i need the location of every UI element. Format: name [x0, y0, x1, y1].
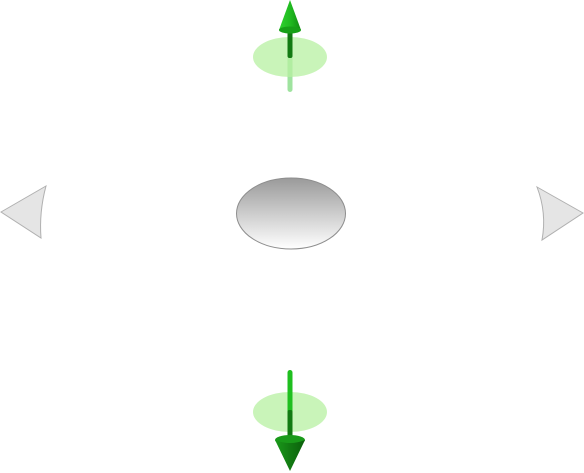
center-knob	[236, 177, 346, 250]
up-cone-base	[279, 26, 301, 34]
arrow-down-icon[interactable]	[253, 370, 327, 471]
down-shaft-dark	[287, 410, 293, 440]
left-triangle	[0, 184, 47, 239]
arrow-up-icon[interactable]	[253, 0, 327, 92]
down-cone	[275, 440, 305, 471]
up-cone	[279, 0, 301, 34]
center-knob-icon[interactable]	[236, 177, 346, 250]
up-shaft	[287, 30, 293, 58]
right-triangle	[536, 185, 584, 242]
arrow-right-icon[interactable]	[536, 185, 584, 242]
arrow-left-icon[interactable]	[0, 184, 47, 239]
